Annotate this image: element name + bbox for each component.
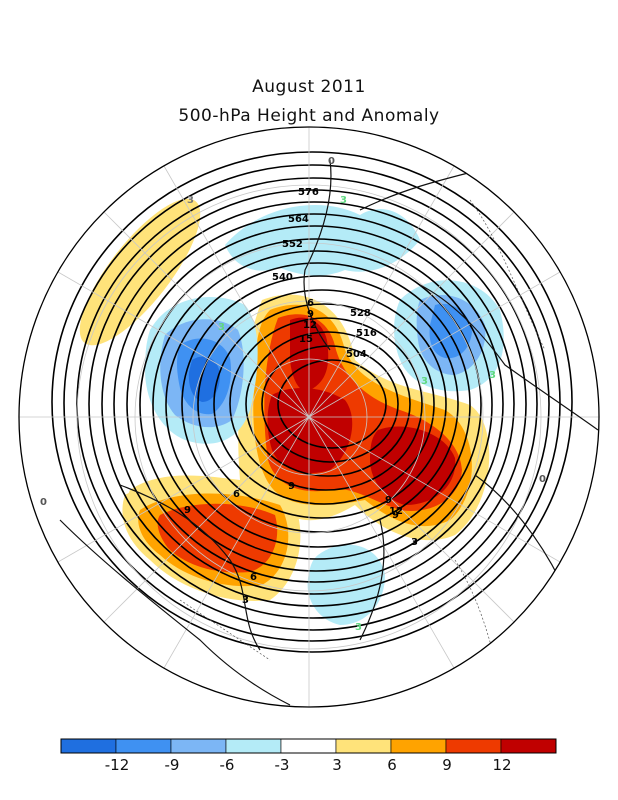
anomaly-label: 9: [288, 481, 295, 492]
colorbar-bin: [115, 738, 172, 754]
anomaly-label: 0: [328, 156, 335, 167]
height-label: 528: [350, 308, 371, 319]
colorbar-bin: [390, 738, 447, 754]
anomaly-label: 9: [392, 510, 399, 521]
height-label: 516: [356, 328, 377, 339]
height-label: 564: [288, 214, 309, 225]
anomaly-label: 3: [340, 195, 347, 206]
anomaly-label: 3: [218, 322, 225, 333]
colorbar-tick-label: -9: [165, 756, 180, 774]
globe-outline: [18, 126, 600, 708]
anomaly-label: 3: [421, 376, 428, 387]
anomaly-label: 6: [233, 489, 240, 500]
anomaly-label: 3: [187, 195, 194, 206]
anomaly-label: 6: [250, 572, 257, 583]
anomaly-label: 3: [411, 537, 418, 548]
colorbar-bin: [335, 738, 392, 754]
colorbar-tick-label: -3: [275, 756, 290, 774]
colorbar: -12 -9 -6 -3 3 6 9 12: [60, 738, 557, 774]
graticule: [19, 127, 599, 707]
anomaly-label: 9: [385, 495, 392, 506]
colorbar-bin: [170, 738, 227, 754]
colorbar-tick-label: 12: [492, 756, 511, 774]
anomaly-label: 6: [307, 298, 314, 309]
anomaly-region: [79, 198, 201, 346]
colorbar-tick-label: -6: [220, 756, 235, 774]
anomaly-region: [188, 356, 220, 402]
colorbar-bin: [280, 738, 337, 754]
anomaly-label: 15: [299, 334, 313, 345]
anomaly-label: 12: [303, 320, 317, 331]
colorbar-tick-label: 6: [387, 756, 397, 774]
anomaly-region: [429, 303, 472, 359]
anomaly-region: [370, 426, 456, 505]
colorbar-frame: [60, 738, 557, 754]
anomaly-label: 3: [242, 595, 249, 606]
height-label: 552: [282, 239, 303, 250]
colorbar-bin: [500, 738, 557, 754]
anomaly-region: [157, 503, 278, 573]
anomaly-label: 3: [489, 370, 496, 381]
anomaly-label: 0: [40, 497, 47, 508]
height-label: 504: [346, 349, 367, 360]
anomaly-label: 9: [184, 505, 191, 516]
colorbar-bin: [445, 738, 502, 754]
anomaly-labels: 3 3 3 3 6 9 12 15 9 9 12 9 9 6 3 3 6 3 3…: [40, 156, 546, 633]
colorbar-tick-label: 3: [332, 756, 342, 774]
anomaly-label: 0: [539, 474, 546, 485]
colorbar-bin: [225, 738, 282, 754]
map-subtitle: 500-hPa Height and Anomaly: [178, 106, 440, 126]
height-label: 540: [272, 272, 293, 283]
anomaly-label: 9: [307, 309, 314, 320]
borders: [179, 199, 546, 681]
height-label: 576: [298, 187, 319, 198]
anomaly-label: 3: [355, 622, 362, 633]
colorbar-tick-label: 9: [442, 756, 452, 774]
colorbar-tick-label: -12: [105, 756, 130, 774]
map-title: August 2011: [252, 77, 366, 97]
anomaly-label: 12: [389, 506, 403, 517]
colorbar-bin: [60, 738, 117, 754]
height-labels: 576 564 552 540 528 516 504: [272, 187, 377, 360]
